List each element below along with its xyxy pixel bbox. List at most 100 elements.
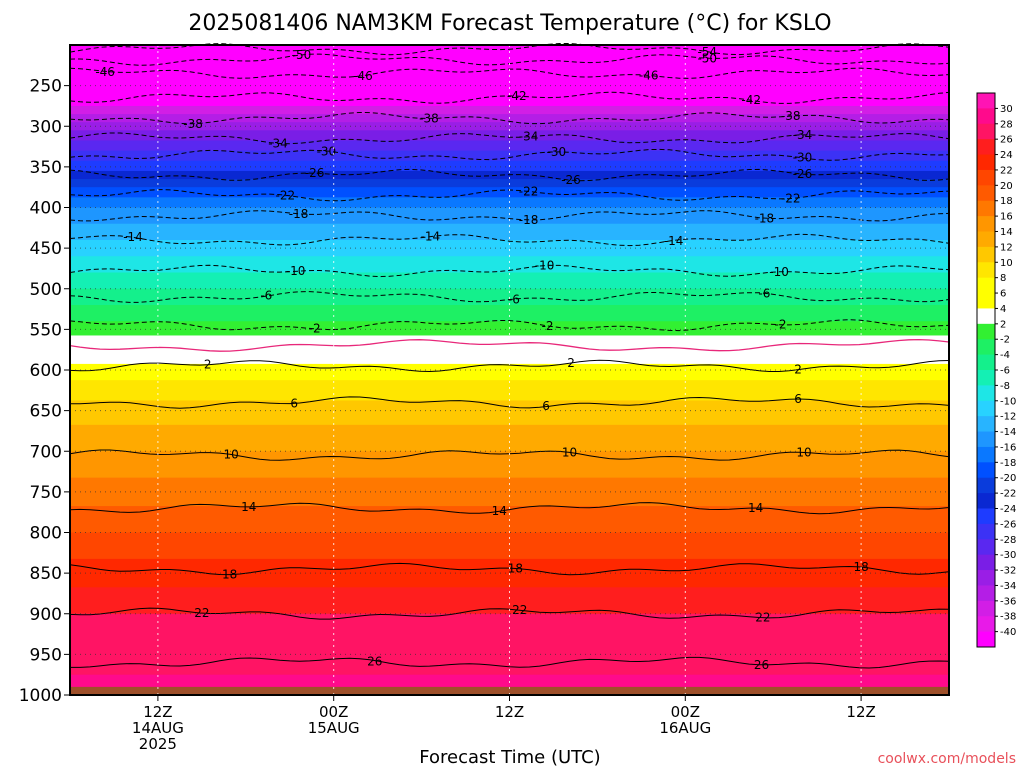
temperature-band (70, 449, 949, 452)
contour-label: 26 (367, 654, 382, 668)
colorbar-swatch (977, 539, 995, 556)
contour-label: 6 (794, 392, 802, 406)
temperature-band (70, 95, 949, 99)
contour-label: -18 (519, 213, 539, 227)
contour-label: -34 (793, 128, 813, 142)
y-tick-label: 450 (30, 239, 62, 259)
colorbar-label: -32 (1000, 566, 1016, 577)
temperature-band (70, 420, 949, 424)
temperature-band (70, 276, 949, 280)
contour-label: -30 (547, 145, 567, 159)
colorbar-swatch (977, 631, 995, 648)
contour-label: -6 (758, 287, 770, 301)
contour-label: -30 (317, 144, 337, 158)
temperature-band (70, 329, 949, 333)
contour-label: 14 (492, 504, 507, 518)
x-tick-label: 16AUG (659, 719, 711, 737)
contour-line (69, 319, 950, 332)
temperature-band (70, 510, 949, 513)
colorbar-label: -30 (1000, 550, 1016, 561)
colorbar-swatch (977, 216, 995, 232)
contour-label: 14 (748, 501, 763, 515)
temperature-band (70, 516, 949, 519)
contour-label: -26 (305, 166, 325, 180)
temperature-band (70, 148, 949, 152)
contour-label: -46 (95, 65, 115, 79)
contour-label: -10 (769, 265, 789, 279)
temperature-band (70, 85, 949, 89)
colorbar-label: -22 (1000, 489, 1016, 500)
temperature-band (70, 652, 949, 655)
temperature-band (70, 443, 949, 446)
colorbar-swatch (977, 416, 995, 433)
colorbar-label: 8 (1000, 273, 1006, 284)
contour-label: 18 (508, 562, 523, 576)
temperature-band (70, 337, 949, 341)
contour-line (69, 291, 950, 303)
y-tick-label: 250 (30, 77, 62, 97)
colorbar-swatch (977, 462, 995, 479)
temperature-band (70, 467, 949, 471)
temperature-band (70, 47, 949, 50)
temperature-band (70, 504, 949, 507)
temperature-band (70, 317, 949, 320)
contour-line (70, 656, 950, 669)
temperature-band (70, 589, 949, 593)
temperature-band (70, 396, 949, 400)
contour-line (69, 264, 950, 278)
contour-label: -22 (781, 192, 801, 206)
x-tick-label: 12Z (495, 703, 524, 721)
temperature-band (70, 256, 949, 259)
temperature-band (70, 495, 949, 499)
temperature-band (70, 552, 949, 556)
temperature-band (70, 569, 949, 572)
temperature-band (70, 300, 949, 304)
colorbar-label: -38 (1000, 612, 1016, 623)
temperature-band (70, 280, 949, 284)
temperature-band (70, 258, 949, 261)
temperature-band (70, 233, 949, 237)
temperature-band (70, 101, 949, 105)
x-tick-label: 2025 (139, 735, 177, 753)
temperature-band (70, 575, 949, 578)
contour-label: -14 (123, 230, 143, 244)
temperature-band (70, 676, 949, 680)
temperature-band (70, 191, 949, 194)
colorbar-swatch (977, 293, 995, 309)
contour-label: -2 (309, 321, 321, 335)
temperature-band (70, 483, 949, 487)
colorbar-label: -8 (1000, 381, 1010, 392)
temperature-band (70, 390, 949, 393)
temperature-band (70, 138, 949, 142)
temperature-band (70, 376, 949, 379)
contour-line (69, 168, 950, 182)
temperature-band (70, 489, 949, 493)
temperature-band (70, 209, 949, 213)
contour-label: -38 (781, 109, 801, 123)
contour-line (69, 43, 950, 56)
colorbar-swatch (977, 508, 995, 525)
y-tick-label: 400 (30, 199, 62, 219)
temperature-band (70, 270, 949, 274)
colorbar-label: -36 (1000, 596, 1016, 607)
temperature-band (70, 313, 949, 316)
x-tick-label: 15AUG (308, 719, 360, 737)
temperature-band (70, 181, 949, 184)
contour-line (69, 91, 950, 104)
temperature-band (70, 615, 949, 619)
temperature-band (70, 105, 949, 109)
colorbar-swatch (977, 154, 995, 171)
contour-line (69, 132, 950, 145)
temperature-band (70, 430, 949, 434)
temperature-band (70, 439, 949, 442)
temperature-band (70, 485, 949, 489)
temperature-band (70, 408, 949, 412)
temperature-band (70, 370, 949, 373)
temperature-band (70, 211, 949, 215)
temperature-band (70, 451, 949, 454)
temperature-band (70, 307, 949, 310)
temperature-band (70, 83, 949, 87)
contour-label: 22 (512, 603, 527, 617)
temperature-band (70, 107, 949, 111)
